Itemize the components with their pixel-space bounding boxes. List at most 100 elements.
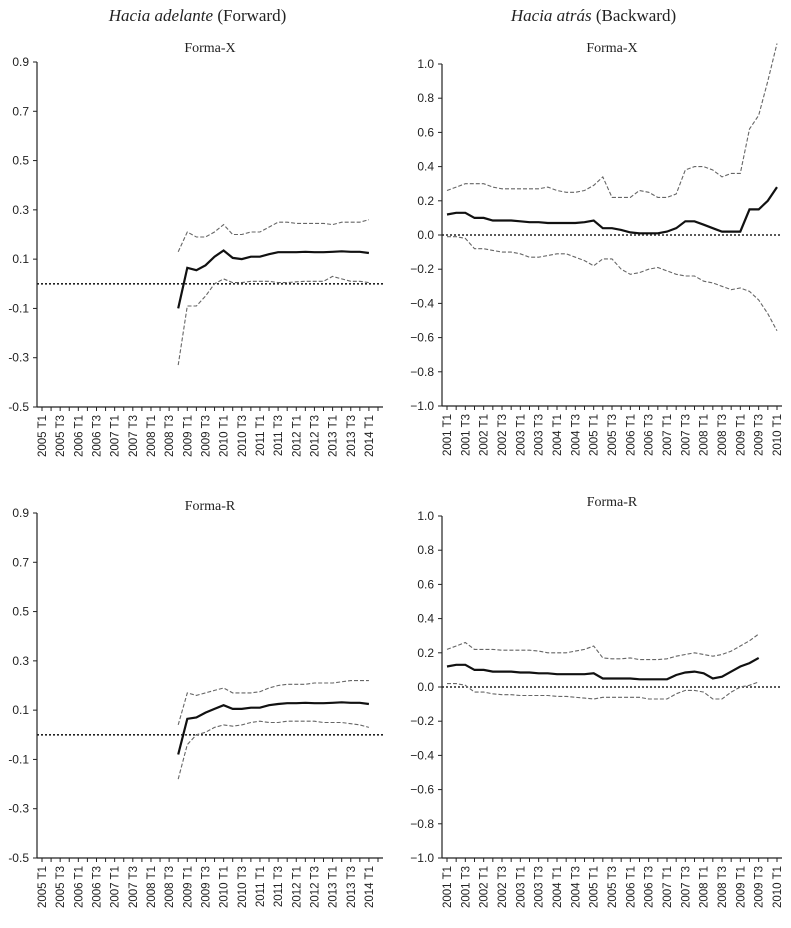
y-tick-label: 1.0 [417,57,434,71]
y-tick-label: 0.8 [417,543,434,557]
x-tick-label: 2002 T1 [479,414,491,456]
x-tick-label: 2005 T3 [55,415,67,457]
x-tick-label: 2004 T3 [570,866,582,908]
column-title-backward-italic: Hacia atrás [510,6,592,25]
y-tick-label: 0.2 [417,646,434,660]
series-estimate [177,249,370,309]
x-tick-label: 2010 T1 [219,415,231,457]
x-tick-label: 2010 T3 [237,866,249,908]
x-tick-label: 2006 T1 [73,866,85,908]
y-tick-label: 0.0 [417,680,434,694]
y-tick-label: 1.0 [417,509,434,523]
x-tick-label: 2005 T1 [589,866,601,908]
panel-title: Forma-R [185,499,236,514]
x-tick-label: 2008 T1 [146,415,158,457]
y-tick-label: 0.0 [417,228,434,242]
x-tick-label: 2008 T1 [146,866,158,908]
panel-title: Forma-X [184,41,235,56]
x-tick-label: 2009 T1 [735,866,747,908]
x-tick-label: 2008 T1 [699,414,711,456]
x-tick-label: 2003 T1 [515,414,527,456]
x-tick-label: 2010 T1 [772,414,784,456]
y-tick-label: −1.0 [410,399,434,413]
x-tick-label: 2005 T3 [607,866,619,908]
x-tick-label: 2011 T1 [255,415,267,456]
x-tick-label: 2009 T1 [182,866,194,908]
y-tick-label: 0.4 [417,160,434,174]
y-tick-label: −0.8 [410,365,434,379]
x-tick-label: 2005 T1 [37,415,49,457]
y-tick-label: -0.5 [8,851,29,865]
y-tick-label: 0.3 [12,203,29,217]
y-tick-label: 0.5 [12,605,29,619]
x-tick-label: 2005 T1 [37,866,49,908]
x-tick-label: 2007 T1 [662,414,674,456]
panel-title: Forma-X [586,41,637,56]
x-tick-label: 2001 T3 [460,866,472,908]
x-tick-label: 2010 T3 [237,415,249,457]
x-tick-label: 2007 T3 [680,414,692,456]
x-tick-label: 2009 T3 [754,414,766,456]
x-tick-label: 2009 T1 [735,414,747,456]
x-tick-label: 2012 T3 [309,866,321,908]
y-tick-label: 0.5 [12,154,29,168]
y-tick-label: −0.4 [410,296,434,310]
x-tick-label: 2004 T1 [552,866,564,908]
x-tick-label: 2003 T1 [515,866,527,908]
y-tick-label: 0.9 [12,55,29,69]
series-lower [177,275,369,366]
x-tick-label: 2009 T3 [754,866,766,908]
series-estimate [446,656,760,681]
series-upper [177,680,369,726]
x-tick-label: 2001 T3 [460,414,472,456]
y-tick-label: 0.3 [12,654,29,668]
x-tick-label: 2001 T1 [442,866,454,908]
x-tick-label: 2002 T3 [497,866,509,908]
y-tick-label: −0.4 [410,748,434,762]
x-tick-label: 2007 T1 [110,866,122,908]
x-tick-label: 2006 T3 [91,866,103,908]
panel-title: Forma-R [587,495,638,510]
y-tick-label: -0.3 [8,351,29,365]
x-tick-label: 2012 T1 [291,415,303,457]
y-tick-label: 0.2 [417,194,434,208]
x-tick-label: 2005 T3 [607,414,619,456]
x-tick-label: 2003 T3 [534,866,546,908]
y-tick-label: -0.5 [8,400,29,414]
x-tick-label: 2008 T3 [164,415,176,457]
x-tick-label: 2006 T3 [644,414,656,456]
y-tick-label: 0.6 [417,577,434,591]
x-tick-label: 2013 T1 [328,415,340,457]
y-tick-label: −0.6 [410,783,434,797]
x-tick-label: 2006 T1 [625,866,637,908]
y-tick-label: −0.6 [410,331,434,345]
column-title-forward: Hacia adelante (Forward) [0,6,395,26]
series-estimate [446,186,778,235]
x-tick-label: 2010 T1 [219,866,231,908]
y-tick-label: -0.1 [8,301,29,315]
y-tick-label: 0.6 [417,125,434,139]
y-tick-label: -0.1 [8,752,29,766]
x-tick-label: 2006 T1 [73,415,85,457]
x-tick-label: 2014 T1 [364,866,376,908]
x-tick-label: 2007 T3 [680,866,692,908]
x-tick-label: 2006 T1 [625,414,637,456]
series-upper [177,219,370,253]
x-tick-label: 2001 T1 [442,414,454,456]
y-tick-label: 0.9 [12,506,29,520]
x-tick-label: 2007 T1 [110,415,122,457]
x-tick-label: 2004 T3 [570,414,582,456]
x-tick-label: 2011 T1 [255,866,267,907]
x-tick-label: 2008 T3 [717,414,729,456]
y-tick-label: −1.0 [410,851,434,865]
x-tick-label: 2003 T3 [534,414,546,456]
x-tick-label: 2006 T3 [644,866,656,908]
series-lower [177,720,370,780]
y-tick-label: -0.3 [8,802,29,816]
series-estimate [177,701,370,755]
x-tick-label: 2013 T1 [328,866,340,908]
x-tick-label: 2007 T3 [128,866,140,908]
y-tick-label: 0.8 [417,91,434,105]
x-tick-label: 2008 T3 [164,866,176,908]
x-tick-label: 2008 T1 [699,866,711,908]
